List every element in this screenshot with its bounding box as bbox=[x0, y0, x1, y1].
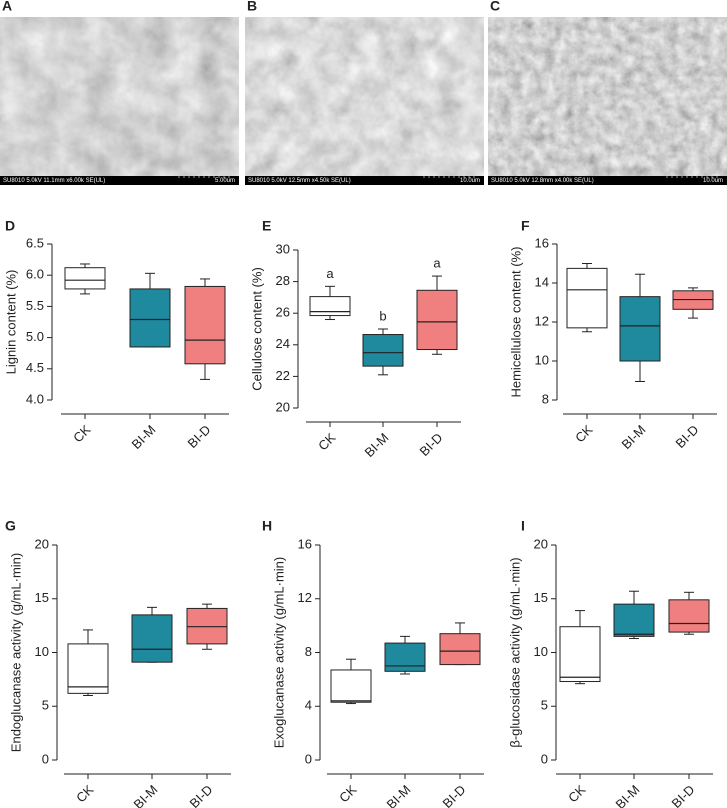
panel-label: E bbox=[262, 218, 271, 234]
x-tick-label: BI-D bbox=[185, 422, 214, 451]
significance-letter: a bbox=[433, 256, 441, 271]
y-axis-label: Lignin content (%) bbox=[3, 270, 18, 375]
y-tick-label: 16 bbox=[535, 235, 549, 250]
y-tick-label: 4.5 bbox=[26, 360, 44, 375]
x-tick-label: CK bbox=[565, 782, 589, 806]
panel-label: C bbox=[490, 0, 500, 14]
y-tick-label: 12 bbox=[298, 590, 312, 605]
x-tick-label: BI-M bbox=[129, 422, 159, 452]
panel-label: F bbox=[521, 218, 530, 234]
y-tick-label: 10 bbox=[535, 352, 549, 367]
box bbox=[129, 288, 171, 348]
y-tick-label: 20 bbox=[276, 399, 290, 414]
box bbox=[439, 633, 481, 666]
x-tick-label: BI-M bbox=[619, 422, 649, 452]
x-tick-label: BI-D bbox=[669, 782, 698, 808]
y-tick-label: 14 bbox=[535, 274, 549, 289]
box bbox=[131, 614, 173, 663]
x-tick-label: BI-M bbox=[362, 430, 392, 460]
y-axis-label: β-glucosidase activity (g/mL·min) bbox=[507, 557, 522, 747]
image-caption: SU8010 5.0kV 12.5mm x4.50k SE(UL) bbox=[248, 178, 351, 184]
panel-label: G bbox=[5, 518, 16, 534]
image-scale: 10.0um bbox=[703, 178, 723, 184]
y-tick-label: 20 bbox=[35, 536, 49, 551]
y-tick-label: 0 bbox=[305, 751, 312, 766]
x-tick-label: CK bbox=[70, 422, 94, 446]
significance-letter: b bbox=[379, 308, 386, 323]
panel-label: H bbox=[262, 518, 272, 534]
y-tick-label: 4.0 bbox=[26, 391, 44, 406]
y-tick-label: 24 bbox=[276, 336, 290, 351]
box bbox=[362, 334, 404, 367]
y-tick-label: 20 bbox=[534, 536, 548, 551]
x-tick-label: BI-M bbox=[384, 782, 414, 808]
box bbox=[67, 643, 109, 694]
y-tick-label: 15 bbox=[35, 590, 49, 605]
y-axis-label: Hemicellulose content (%) bbox=[508, 246, 523, 397]
x-tick-label: BI-M bbox=[131, 782, 161, 808]
x-tick-label: BI-M bbox=[613, 782, 643, 808]
y-tick-label: 12 bbox=[535, 313, 549, 328]
x-tick-label: BI-D bbox=[417, 430, 446, 459]
y-tick-label: 5.5 bbox=[26, 298, 44, 313]
y-tick-label: 26 bbox=[276, 305, 290, 320]
box bbox=[416, 289, 458, 351]
box bbox=[184, 285, 226, 365]
image-caption: SU8010 5.0kV 12.8mm x4.00k SE(UL) bbox=[491, 178, 594, 184]
image-caption: SU8010 5.0kV 11.1mm x6.00k SE(UL) bbox=[3, 178, 105, 184]
box bbox=[559, 626, 601, 683]
panel-label: A bbox=[2, 0, 12, 14]
y-tick-label: 30 bbox=[276, 241, 290, 256]
y-tick-label: 6.0 bbox=[26, 267, 44, 282]
y-tick-label: 6.5 bbox=[26, 235, 44, 250]
y-tick-label: 8 bbox=[305, 644, 312, 659]
box bbox=[309, 296, 351, 317]
sem-image bbox=[245, 17, 484, 185]
box bbox=[566, 267, 608, 329]
box bbox=[613, 603, 655, 637]
significance-letter: a bbox=[326, 266, 334, 281]
y-axis-label: Cellulose content (%) bbox=[249, 267, 264, 391]
y-tick-label: 22 bbox=[276, 368, 290, 383]
x-tick-label: BI-D bbox=[673, 422, 702, 451]
image-scale: 5.00um bbox=[215, 178, 235, 184]
panel-label: B bbox=[247, 0, 257, 14]
box bbox=[64, 267, 106, 290]
y-tick-label: 15 bbox=[534, 590, 548, 605]
y-tick-label: 8 bbox=[542, 391, 549, 406]
caption-bar bbox=[245, 176, 484, 185]
x-tick-label: BI-D bbox=[440, 782, 469, 808]
y-axis-label: Exoglucanase activity (g/mL·min) bbox=[271, 557, 286, 748]
box bbox=[619, 296, 661, 362]
caption-bar bbox=[488, 176, 727, 185]
x-tick-label: BI-D bbox=[187, 782, 216, 808]
sem-image bbox=[488, 17, 727, 185]
y-tick-label: 10 bbox=[534, 644, 548, 659]
y-tick-label: 5 bbox=[42, 698, 49, 713]
y-tick-label: 4 bbox=[305, 698, 312, 713]
x-tick-label: CK bbox=[336, 782, 360, 806]
box bbox=[668, 599, 710, 633]
x-tick-label: CK bbox=[73, 782, 97, 806]
y-tick-label: 5 bbox=[541, 698, 548, 713]
sem-image bbox=[0, 17, 239, 185]
y-tick-label: 10 bbox=[35, 644, 49, 659]
y-tick-label: 28 bbox=[276, 273, 290, 288]
panel-label: D bbox=[5, 218, 15, 234]
image-scale: 10.0um bbox=[460, 178, 480, 184]
y-tick-label: 0 bbox=[541, 751, 548, 766]
y-axis-label: Endoglucanase activity (g/mL·min) bbox=[8, 553, 23, 752]
caption-bar bbox=[0, 176, 239, 185]
box bbox=[330, 669, 372, 703]
panel-label: I bbox=[521, 518, 525, 534]
y-tick-label: 0 bbox=[42, 751, 49, 766]
x-tick-label: CK bbox=[572, 422, 596, 446]
y-tick-label: 16 bbox=[298, 536, 312, 551]
x-tick-label: CK bbox=[315, 430, 339, 454]
y-tick-label: 5.0 bbox=[26, 329, 44, 344]
box bbox=[384, 642, 426, 672]
